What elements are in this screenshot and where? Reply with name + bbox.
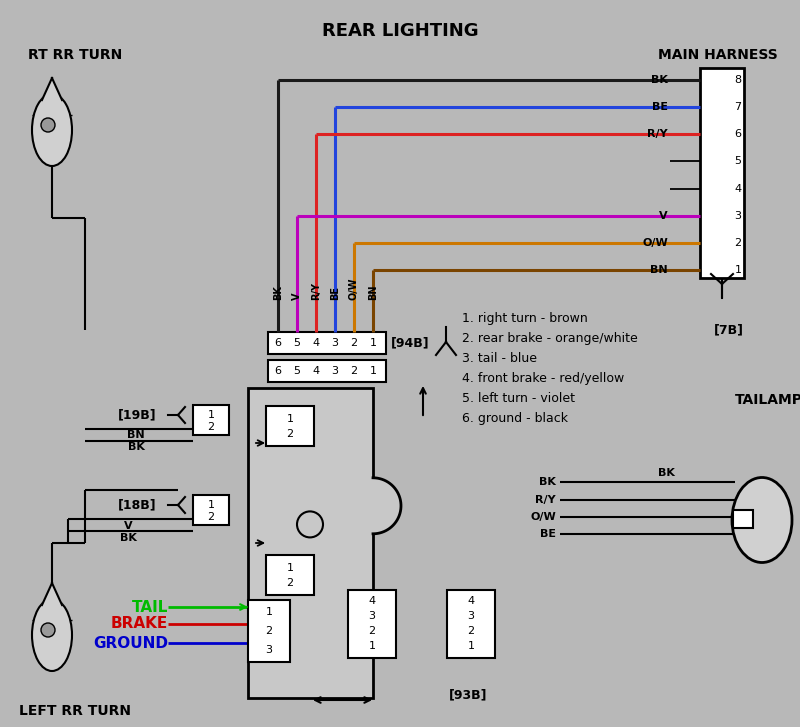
Text: 5. left turn - violet: 5. left turn - violet	[462, 392, 575, 405]
Text: 2: 2	[369, 626, 375, 636]
Text: MAIN HARNESS: MAIN HARNESS	[658, 48, 778, 62]
Text: 5: 5	[294, 366, 301, 376]
Text: V: V	[292, 292, 302, 300]
Text: BN: BN	[650, 265, 668, 275]
Text: 4: 4	[313, 366, 319, 376]
Text: GROUND: GROUND	[93, 635, 168, 651]
Bar	[266, 406, 314, 446]
Bar	[348, 590, 396, 658]
Text: 1: 1	[266, 607, 273, 617]
Text: 1: 1	[207, 410, 214, 420]
Bar	[733, 510, 753, 528]
Text: BN: BN	[127, 430, 145, 440]
Text: 4: 4	[313, 338, 319, 348]
Text: [19B]: [19B]	[118, 409, 157, 422]
Text: 2: 2	[286, 579, 294, 588]
Text: 1: 1	[369, 641, 375, 651]
Polygon shape	[373, 478, 401, 534]
Text: 3: 3	[331, 338, 338, 348]
Bar	[700, 68, 744, 278]
Bar	[248, 388, 373, 698]
Text: 4: 4	[369, 596, 375, 606]
Text: 2: 2	[350, 338, 358, 348]
Text: 7: 7	[734, 102, 742, 112]
Text: O/W: O/W	[530, 512, 556, 522]
Text: 1. right turn - brown: 1. right turn - brown	[462, 312, 588, 325]
Text: 3: 3	[734, 211, 742, 221]
Text: [18B]: [18B]	[118, 499, 157, 512]
Text: BK: BK	[127, 442, 145, 452]
Text: TAILAMP: TAILAMP	[735, 393, 800, 407]
Text: 6: 6	[274, 366, 282, 376]
Text: 6. ground - black: 6. ground - black	[462, 412, 568, 425]
Text: [94B]: [94B]	[391, 337, 430, 350]
Bar	[193, 405, 229, 435]
Text: O/W: O/W	[642, 238, 668, 248]
Text: BE: BE	[540, 529, 556, 539]
Text: [93B]: [93B]	[449, 688, 487, 701]
Text: R/Y: R/Y	[311, 282, 321, 300]
Text: 1: 1	[286, 414, 294, 424]
Text: O/W: O/W	[349, 278, 359, 300]
Text: 2: 2	[207, 512, 214, 522]
Text: R/Y: R/Y	[535, 495, 556, 505]
Text: 4: 4	[467, 596, 474, 606]
Bar	[447, 590, 495, 658]
Bar	[268, 360, 386, 382]
Text: 1: 1	[207, 500, 214, 510]
Text: 2: 2	[286, 429, 294, 439]
Text: 1: 1	[467, 641, 474, 651]
Text: 6: 6	[274, 338, 282, 348]
Text: BK: BK	[273, 285, 283, 300]
Text: 2: 2	[734, 238, 742, 248]
Text: 6: 6	[734, 129, 742, 140]
Bar	[266, 555, 314, 595]
Polygon shape	[42, 583, 62, 605]
Ellipse shape	[32, 599, 72, 671]
Text: LEFT RR TURN: LEFT RR TURN	[19, 704, 131, 718]
Text: 3. tail - blue: 3. tail - blue	[462, 352, 537, 365]
Text: 3: 3	[266, 645, 273, 655]
Text: 3: 3	[467, 611, 474, 621]
Text: BK: BK	[119, 533, 137, 543]
Text: BE: BE	[652, 102, 668, 112]
Text: 3: 3	[331, 366, 338, 376]
Bar	[193, 495, 229, 525]
Text: 1: 1	[370, 366, 377, 376]
Text: V: V	[659, 211, 668, 221]
Text: 2: 2	[350, 366, 358, 376]
Text: BK: BK	[651, 75, 668, 85]
Text: 3: 3	[369, 611, 375, 621]
Text: 4: 4	[734, 184, 742, 193]
Text: [7B]: [7B]	[714, 323, 744, 336]
Text: 1: 1	[734, 265, 742, 275]
Text: 4. front brake - red/yellow: 4. front brake - red/yellow	[462, 372, 624, 385]
Text: 5: 5	[294, 338, 301, 348]
Ellipse shape	[732, 478, 792, 563]
Text: BN: BN	[368, 284, 378, 300]
Text: 2: 2	[467, 626, 474, 636]
Text: RT RR TURN: RT RR TURN	[28, 48, 122, 62]
Text: 2: 2	[266, 626, 273, 636]
Polygon shape	[42, 78, 62, 100]
Text: 5: 5	[734, 156, 742, 166]
Text: BK: BK	[658, 468, 675, 478]
Text: BK: BK	[539, 477, 556, 487]
Text: 2. rear brake - orange/white: 2. rear brake - orange/white	[462, 332, 638, 345]
Ellipse shape	[32, 94, 72, 166]
Text: BRAKE: BRAKE	[110, 616, 168, 632]
Text: 1: 1	[370, 338, 377, 348]
Text: BE: BE	[330, 286, 340, 300]
Ellipse shape	[41, 623, 55, 637]
Text: V: V	[124, 521, 132, 531]
Text: 1: 1	[286, 563, 294, 574]
Text: R/Y: R/Y	[647, 129, 668, 140]
Text: 8: 8	[734, 75, 742, 85]
Ellipse shape	[41, 118, 55, 132]
Bar	[268, 332, 386, 354]
Text: TAIL: TAIL	[132, 600, 168, 614]
Bar	[248, 600, 290, 662]
Text: 2: 2	[207, 422, 214, 432]
Text: REAR LIGHTING: REAR LIGHTING	[322, 22, 478, 40]
